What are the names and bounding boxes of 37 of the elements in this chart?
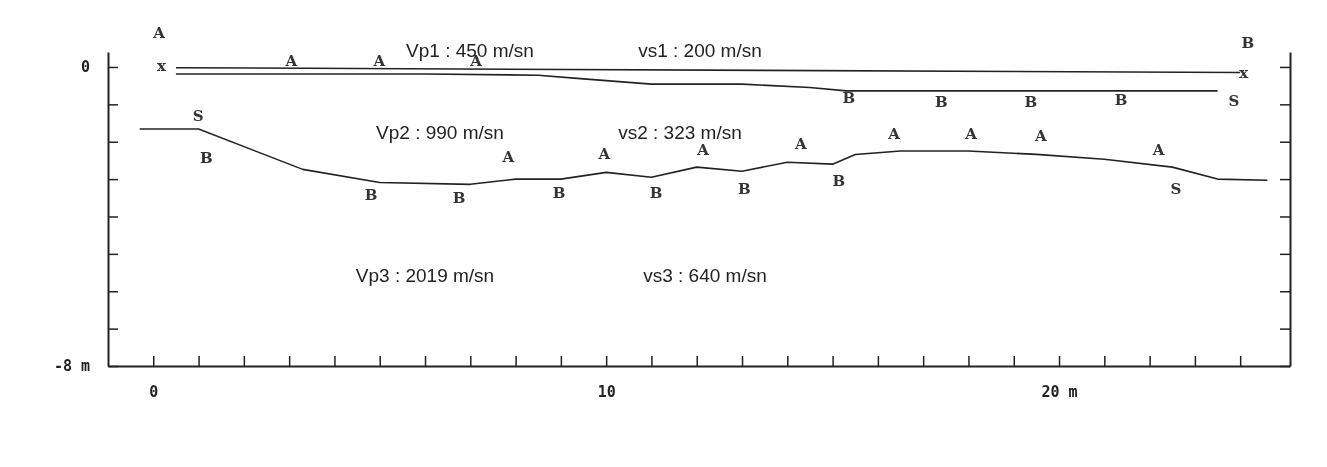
annotation: B bbox=[934, 92, 948, 111]
text: B bbox=[1241, 34, 1255, 52]
annotation: Vp2 : 990 m/sn bbox=[376, 122, 504, 144]
x-tick-label: 10 bbox=[597, 382, 616, 401]
annotation: A bbox=[964, 125, 978, 144]
annotation: A bbox=[696, 141, 710, 160]
annotation: B bbox=[737, 180, 751, 199]
annotation: S bbox=[1228, 92, 1240, 110]
x-tick-label: 0 bbox=[149, 382, 159, 401]
annotation: B bbox=[552, 184, 566, 203]
annotation: B bbox=[364, 186, 378, 205]
annotation: x bbox=[156, 56, 167, 75]
annotation: x bbox=[1239, 64, 1250, 83]
annotation: A bbox=[1034, 127, 1048, 146]
annotation: S bbox=[192, 107, 204, 125]
annotation: S bbox=[1170, 180, 1182, 199]
annotation: A bbox=[284, 52, 298, 71]
annotation: B bbox=[649, 184, 663, 203]
annotation: A bbox=[794, 135, 808, 154]
annotation: A bbox=[1151, 141, 1165, 160]
annotation: B bbox=[199, 149, 213, 168]
annotation: vs1 : 200 m/sn bbox=[638, 40, 762, 62]
annotation: A bbox=[887, 125, 901, 144]
text: A bbox=[152, 24, 166, 42]
annotation: B bbox=[1114, 91, 1128, 110]
annotation: A bbox=[597, 145, 611, 164]
annotation: B bbox=[452, 189, 466, 208]
y-tick-label: -8 m bbox=[53, 357, 90, 376]
annotation: B bbox=[1024, 92, 1038, 111]
annotation: vs2 : 323 m/sn bbox=[618, 122, 742, 144]
annotation: A bbox=[372, 52, 386, 71]
annotation: A bbox=[501, 148, 515, 167]
annotation: B bbox=[842, 89, 856, 108]
annotation: Vp3 : 2019 m/sn bbox=[355, 265, 495, 287]
annotation: B bbox=[832, 172, 846, 191]
annotation: vs3 : 640 m/sn bbox=[643, 265, 767, 287]
x-tick-label: 20 m bbox=[1041, 382, 1078, 401]
